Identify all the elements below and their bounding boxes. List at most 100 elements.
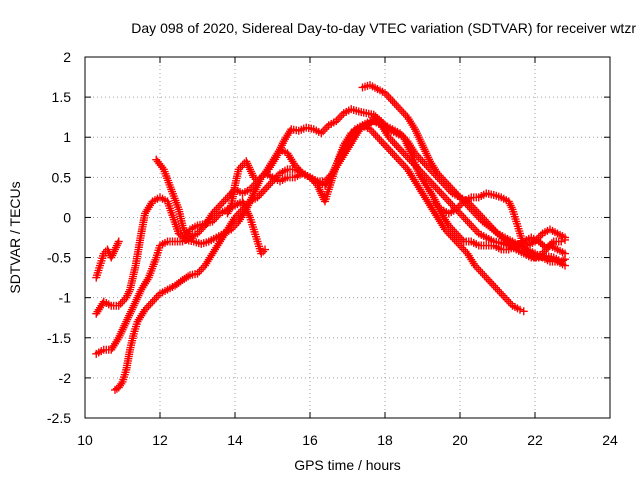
data-point — [279, 172, 281, 174]
data-point — [211, 212, 214, 215]
x-tick-label: 12 — [152, 432, 168, 448]
data-point — [253, 176, 255, 178]
data-point — [181, 279, 184, 281]
data-point — [451, 188, 454, 190]
data-point — [170, 188, 172, 190]
data-point — [144, 212, 146, 215]
data-point — [211, 252, 214, 255]
plot-frame — [84, 56, 611, 419]
data-point — [418, 168, 420, 170]
data-point — [125, 321, 127, 323]
y-tick-label: -2 — [59, 370, 72, 386]
data-point — [485, 244, 487, 247]
data-point — [549, 228, 551, 231]
data-point — [178, 208, 180, 211]
data-point — [369, 128, 371, 130]
data-point — [358, 128, 360, 130]
data-point — [429, 160, 431, 162]
data-point — [504, 239, 506, 241]
data-point — [249, 168, 251, 170]
data-point — [553, 256, 555, 259]
data-point — [365, 112, 367, 114]
y-tick-label: 0 — [63, 209, 71, 225]
data-point — [508, 200, 510, 202]
data-point — [159, 293, 161, 295]
data-point — [354, 136, 356, 138]
data-point — [564, 258, 566, 260]
data-point — [523, 244, 525, 247]
data-point — [414, 152, 416, 154]
series-arc-a — [92, 237, 123, 282]
y-tick-label: 2 — [63, 49, 71, 65]
series-arc-f — [223, 117, 569, 266]
data-point — [380, 124, 382, 126]
data-point — [155, 256, 157, 259]
data-point — [373, 114, 375, 116]
data-point — [466, 204, 469, 207]
data-point — [406, 168, 409, 170]
data-point — [549, 244, 551, 247]
x-axis-label: GPS time / hours — [294, 457, 401, 473]
data-point — [256, 180, 259, 182]
data-point — [466, 252, 469, 255]
data-point — [414, 180, 416, 182]
data-point — [489, 226, 491, 228]
data-point — [234, 184, 236, 186]
data-point — [463, 200, 465, 202]
data-point — [211, 220, 214, 223]
data-point — [260, 252, 262, 255]
y-tick-label: 1.5 — [52, 89, 72, 105]
data-point — [172, 216, 174, 219]
data-point — [155, 159, 157, 161]
data-point — [504, 297, 506, 299]
data-point — [481, 273, 484, 275]
data-point — [343, 112, 345, 114]
data-point — [189, 274, 191, 276]
data-point — [174, 285, 176, 287]
data-point — [301, 172, 304, 174]
data-point — [114, 248, 116, 251]
data-point — [470, 196, 472, 198]
y-tick-label: -1 — [59, 290, 72, 306]
data-point — [474, 212, 476, 215]
data-point — [451, 236, 454, 239]
data-point — [256, 196, 259, 198]
data-point — [125, 369, 127, 371]
data-point — [444, 180, 446, 182]
data-point — [234, 216, 236, 219]
x-tick-label: 14 — [227, 432, 243, 448]
data-point — [271, 160, 274, 162]
data-point — [189, 228, 191, 231]
data-point — [526, 252, 529, 255]
data-point — [253, 228, 255, 231]
data-point — [294, 164, 296, 166]
data-point — [298, 130, 300, 132]
data-point — [193, 240, 195, 243]
data-point — [384, 144, 386, 146]
data-point — [421, 144, 424, 146]
data-point — [444, 228, 446, 231]
data-point — [309, 176, 311, 178]
y-tick-label: 0.5 — [52, 169, 72, 185]
data-point — [286, 152, 289, 154]
data-point — [406, 116, 409, 118]
data-point — [541, 232, 544, 235]
data-point — [545, 255, 547, 257]
data-point — [376, 88, 379, 90]
data-point — [511, 243, 514, 245]
data-point — [324, 200, 326, 202]
data-point — [440, 192, 442, 194]
x-tick-label: 18 — [377, 432, 393, 448]
data-point — [448, 200, 450, 202]
data-point — [135, 264, 137, 267]
data-point — [553, 240, 555, 243]
data-point — [159, 196, 161, 198]
y-tick-label: -2.5 — [47, 410, 71, 426]
data-point — [118, 240, 120, 243]
data-point — [181, 224, 184, 227]
data-point — [125, 297, 127, 299]
data-point — [151, 200, 154, 202]
data-point — [425, 176, 427, 178]
data-point — [219, 240, 221, 243]
